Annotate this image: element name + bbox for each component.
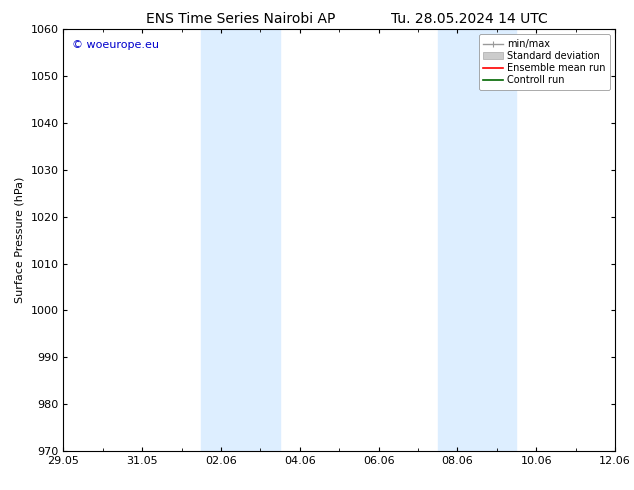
Bar — [437, 29, 517, 451]
Bar — [202, 29, 280, 451]
Text: Tu. 28.05.2024 14 UTC: Tu. 28.05.2024 14 UTC — [391, 12, 548, 26]
Legend: min/max, Standard deviation, Ensemble mean run, Controll run: min/max, Standard deviation, Ensemble me… — [479, 34, 610, 90]
Text: © woeurope.eu: © woeurope.eu — [72, 40, 158, 50]
Text: ENS Time Series Nairobi AP: ENS Time Series Nairobi AP — [146, 12, 335, 26]
Y-axis label: Surface Pressure (hPa): Surface Pressure (hPa) — [15, 177, 25, 303]
